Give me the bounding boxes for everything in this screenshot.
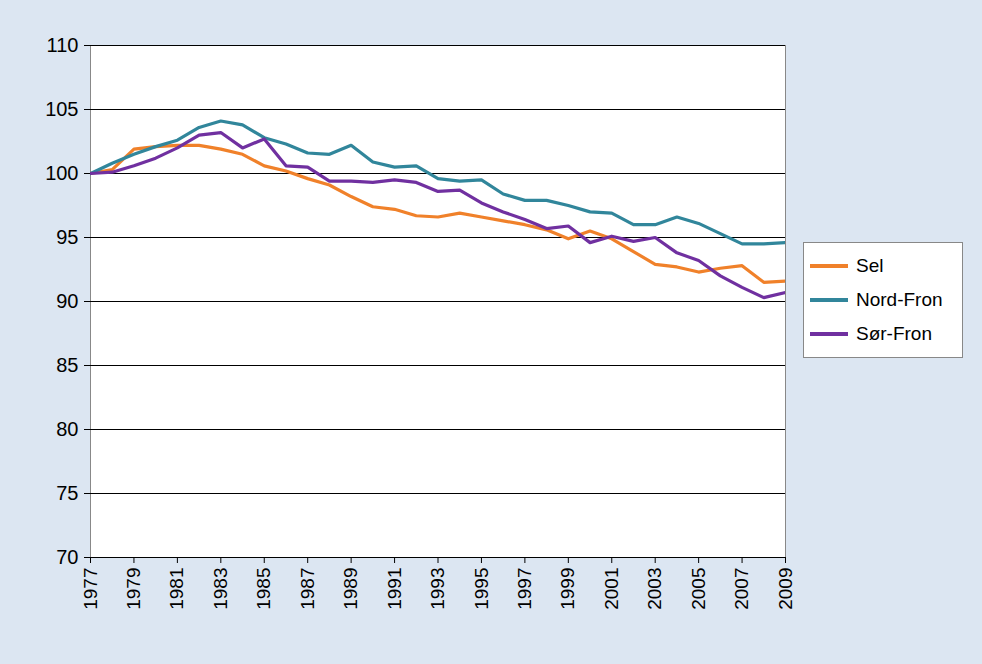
html-text:Nord-Fron: Nord-Fron: [856, 289, 943, 310]
svg-text:90: 90: [56, 290, 78, 312]
svg-text:1999: 1999: [557, 568, 578, 610]
svg-text:2005: 2005: [688, 568, 709, 610]
svg-text:75: 75: [56, 482, 78, 504]
svg-text:105: 105: [45, 98, 78, 120]
svg-text:2007: 2007: [731, 568, 752, 610]
svg-text:1977: 1977: [80, 568, 101, 610]
svg-text:1981: 1981: [166, 568, 187, 610]
html-text:Sør-Fron: Sør-Fron: [856, 323, 932, 344]
svg-text:1985: 1985: [253, 568, 274, 610]
svg-text:70: 70: [56, 546, 78, 568]
svg-text:1983: 1983: [210, 568, 231, 610]
svg-text:80: 80: [56, 418, 78, 440]
svg-text:2003: 2003: [644, 568, 665, 610]
svg-text:1993: 1993: [427, 568, 448, 610]
svg-text:1987: 1987: [297, 568, 318, 610]
html-text:Sel: Sel: [856, 255, 884, 276]
svg-text:85: 85: [56, 354, 78, 376]
svg-text:100: 100: [45, 162, 78, 184]
svg-text:1979: 1979: [123, 568, 144, 610]
svg-text:1991: 1991: [384, 568, 405, 610]
svg-text:1997: 1997: [514, 568, 535, 610]
svg-text:2001: 2001: [601, 568, 622, 610]
svg-text:95: 95: [56, 226, 78, 248]
svg-text:110: 110: [47, 34, 79, 56]
svg-text:2009: 2009: [775, 568, 796, 610]
svg-text:1989: 1989: [340, 568, 361, 610]
svg-text:1995: 1995: [471, 568, 492, 610]
